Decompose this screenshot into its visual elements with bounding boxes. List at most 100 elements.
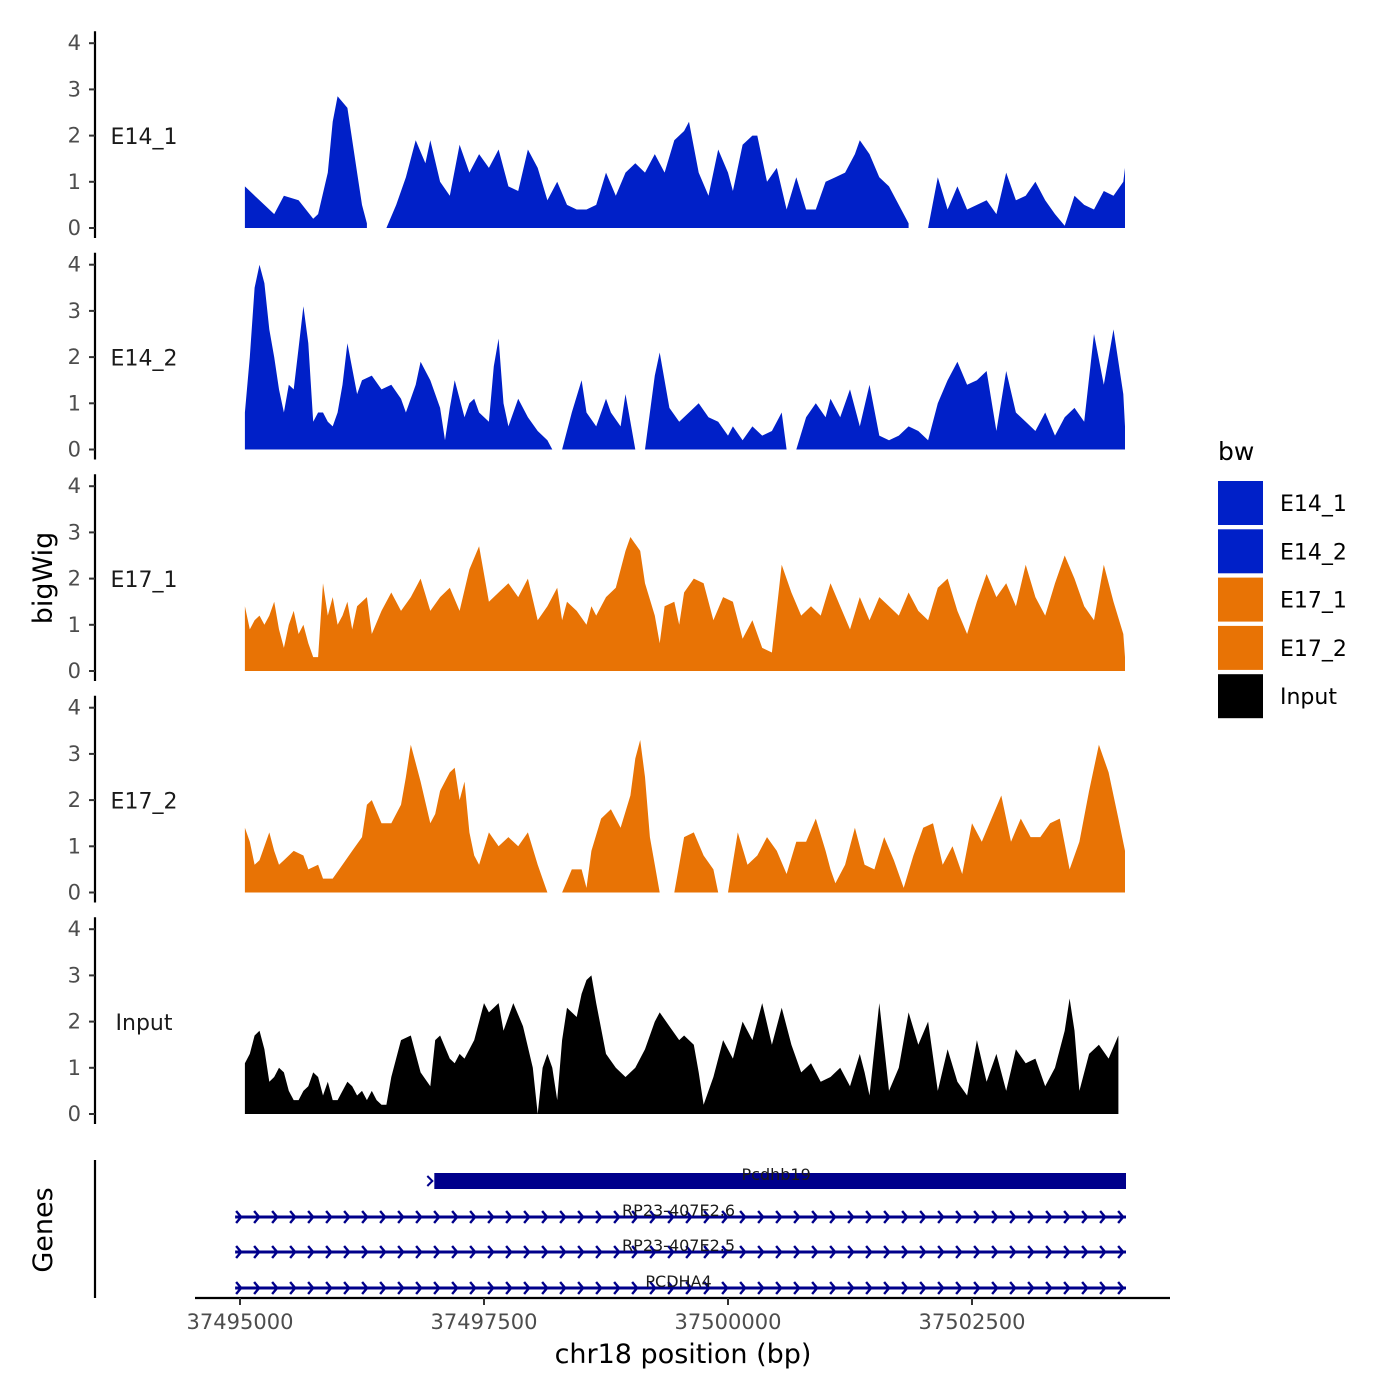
strand-arrow-icon <box>811 1210 819 1224</box>
strand-arrow-icon <box>1099 1245 1107 1259</box>
strand-arrow-icon <box>1081 1281 1089 1295</box>
track-e17-2: 0 1 2 3 4 E17_2 <box>68 695 1125 905</box>
strand-arrow-icon <box>721 1210 729 1224</box>
strand-arrow-icon <box>541 1245 549 1259</box>
signal-area <box>562 380 636 450</box>
strand-arrow-icon <box>1045 1281 1053 1295</box>
strand-arrow-icon <box>577 1281 585 1295</box>
strand-arrow-icon <box>1045 1210 1053 1224</box>
strand-arrow-icon <box>307 1245 315 1259</box>
gene-pcdhb19: Pcdhb19 <box>426 1165 1126 1189</box>
gene-exon-block <box>434 1173 1126 1189</box>
track-e17-1: 0 1 2 3 4 E17_1 <box>68 474 1125 683</box>
strand-arrow-icon <box>505 1210 513 1224</box>
strand-arrow-icon <box>793 1245 801 1259</box>
strand-arrow-icon <box>973 1210 981 1224</box>
signal-area <box>244 975 1119 1114</box>
strand-arrow-icon <box>973 1281 981 1295</box>
y-axis-title: bigWig <box>28 532 59 625</box>
gene-label: RP23-407E2.5 <box>622 1236 735 1255</box>
legend-swatch <box>1218 625 1263 670</box>
gene-pcdha4: PCDHA4 <box>235 1272 1126 1295</box>
strand-arrow-icon <box>451 1210 459 1224</box>
strand-arrow-icon <box>757 1281 765 1295</box>
x-axis-title: chr18 position (bp) <box>555 1339 812 1370</box>
strand-arrow-icon <box>1027 1245 1035 1259</box>
x-tick-label: 37495000 <box>187 1310 294 1334</box>
legend-swatch <box>1218 529 1263 574</box>
y-tick-label: 3 <box>68 963 81 987</box>
strand-arrow-icon <box>757 1245 765 1259</box>
y-tick-label: 3 <box>68 742 81 766</box>
signal-area <box>796 329 1125 450</box>
strand-arrow-icon <box>991 1245 999 1259</box>
strand-arrow-icon <box>1099 1281 1107 1295</box>
strand-arrow-icon <box>703 1245 711 1259</box>
strand-arrow-icon <box>397 1210 405 1224</box>
strand-arrow-icon <box>426 1175 434 1187</box>
strand-arrow-icon <box>235 1245 243 1259</box>
y-tick-label: 1 <box>68 613 81 637</box>
legend-swatch <box>1218 481 1263 525</box>
strand-arrow-icon <box>559 1281 567 1295</box>
gene-rp23-407e2-5: RP23-407E2.5 <box>235 1236 1126 1259</box>
y-tick-label: 0 <box>68 881 81 905</box>
strand-arrow-icon <box>235 1281 243 1295</box>
track-input: 0 1 2 3 4 Input <box>68 917 1119 1126</box>
strand-arrow-icon <box>1081 1245 1089 1259</box>
genes-track: Pcdhb19 RP23-407E2.6 RP23-407E2.5 PCDHA4 <box>93 1160 1126 1298</box>
strand-arrow-icon <box>379 1281 387 1295</box>
legend-swatch <box>1218 674 1263 719</box>
signal-area <box>244 264 553 450</box>
strand-arrow-icon <box>667 1210 675 1224</box>
legend-swatch <box>1218 577 1263 622</box>
strand-arrow-icon <box>415 1281 423 1295</box>
strand-arrow-icon <box>523 1245 531 1259</box>
y-tick-label: 2 <box>68 345 81 369</box>
signal-area <box>244 744 548 893</box>
legend-item-label: E17_2 <box>1280 637 1347 662</box>
strand-arrow-icon <box>865 1245 873 1259</box>
strand-arrow-icon <box>451 1245 459 1259</box>
strand-arrow-icon <box>1117 1281 1125 1295</box>
strand-arrow-icon <box>595 1245 603 1259</box>
genes-axis-title: Genes <box>28 1187 59 1272</box>
strand-arrow-icon <box>325 1281 333 1295</box>
x-axis: 37495000 37497500 37500000 37502500 <box>187 1296 1170 1334</box>
strand-arrow-icon <box>685 1245 693 1259</box>
strand-arrow-icon <box>937 1210 945 1224</box>
strand-arrow-icon <box>1063 1210 1071 1224</box>
strand-arrow-icon <box>775 1245 783 1259</box>
y-tick-label: 1 <box>68 170 81 194</box>
strand-arrow-icon <box>865 1210 873 1224</box>
strand-arrow-icon <box>829 1281 837 1295</box>
track-e14-1: 0 1 2 3 4 E14_1 <box>68 31 1125 240</box>
strand-arrow-icon <box>1009 1210 1017 1224</box>
strand-arrow-icon <box>685 1210 693 1224</box>
strand-arrow-icon <box>361 1210 369 1224</box>
strand-arrow-icon <box>343 1245 351 1259</box>
strand-arrow-icon <box>433 1281 441 1295</box>
strand-arrow-icon <box>307 1281 315 1295</box>
strand-arrow-icon <box>739 1245 747 1259</box>
strand-arrow-icon <box>343 1210 351 1224</box>
strand-arrow-icon <box>937 1281 945 1295</box>
signal-area <box>928 140 1125 228</box>
strand-arrow-icon <box>307 1210 315 1224</box>
strand-arrow-icon <box>541 1210 549 1224</box>
strand-arrow-icon <box>847 1281 855 1295</box>
strand-arrow-icon <box>433 1245 441 1259</box>
legend-item-label: E14_1 <box>1280 492 1347 517</box>
strand-arrow-icon <box>883 1210 891 1224</box>
strand-arrow-icon <box>703 1210 711 1224</box>
y-tick-label: 0 <box>68 659 81 683</box>
y-tick-label: 0 <box>68 1102 81 1126</box>
strand-arrow-icon <box>289 1281 297 1295</box>
strand-arrow-icon <box>325 1245 333 1259</box>
legend-item-label: E14_2 <box>1280 540 1347 565</box>
strand-arrow-icon <box>901 1281 909 1295</box>
track-e14-2: 0 1 2 3 4 E14_2 <box>68 252 1125 462</box>
track-label: E17_2 <box>111 790 178 815</box>
strand-arrow-icon <box>415 1245 423 1259</box>
strand-arrow-icon <box>487 1210 495 1224</box>
